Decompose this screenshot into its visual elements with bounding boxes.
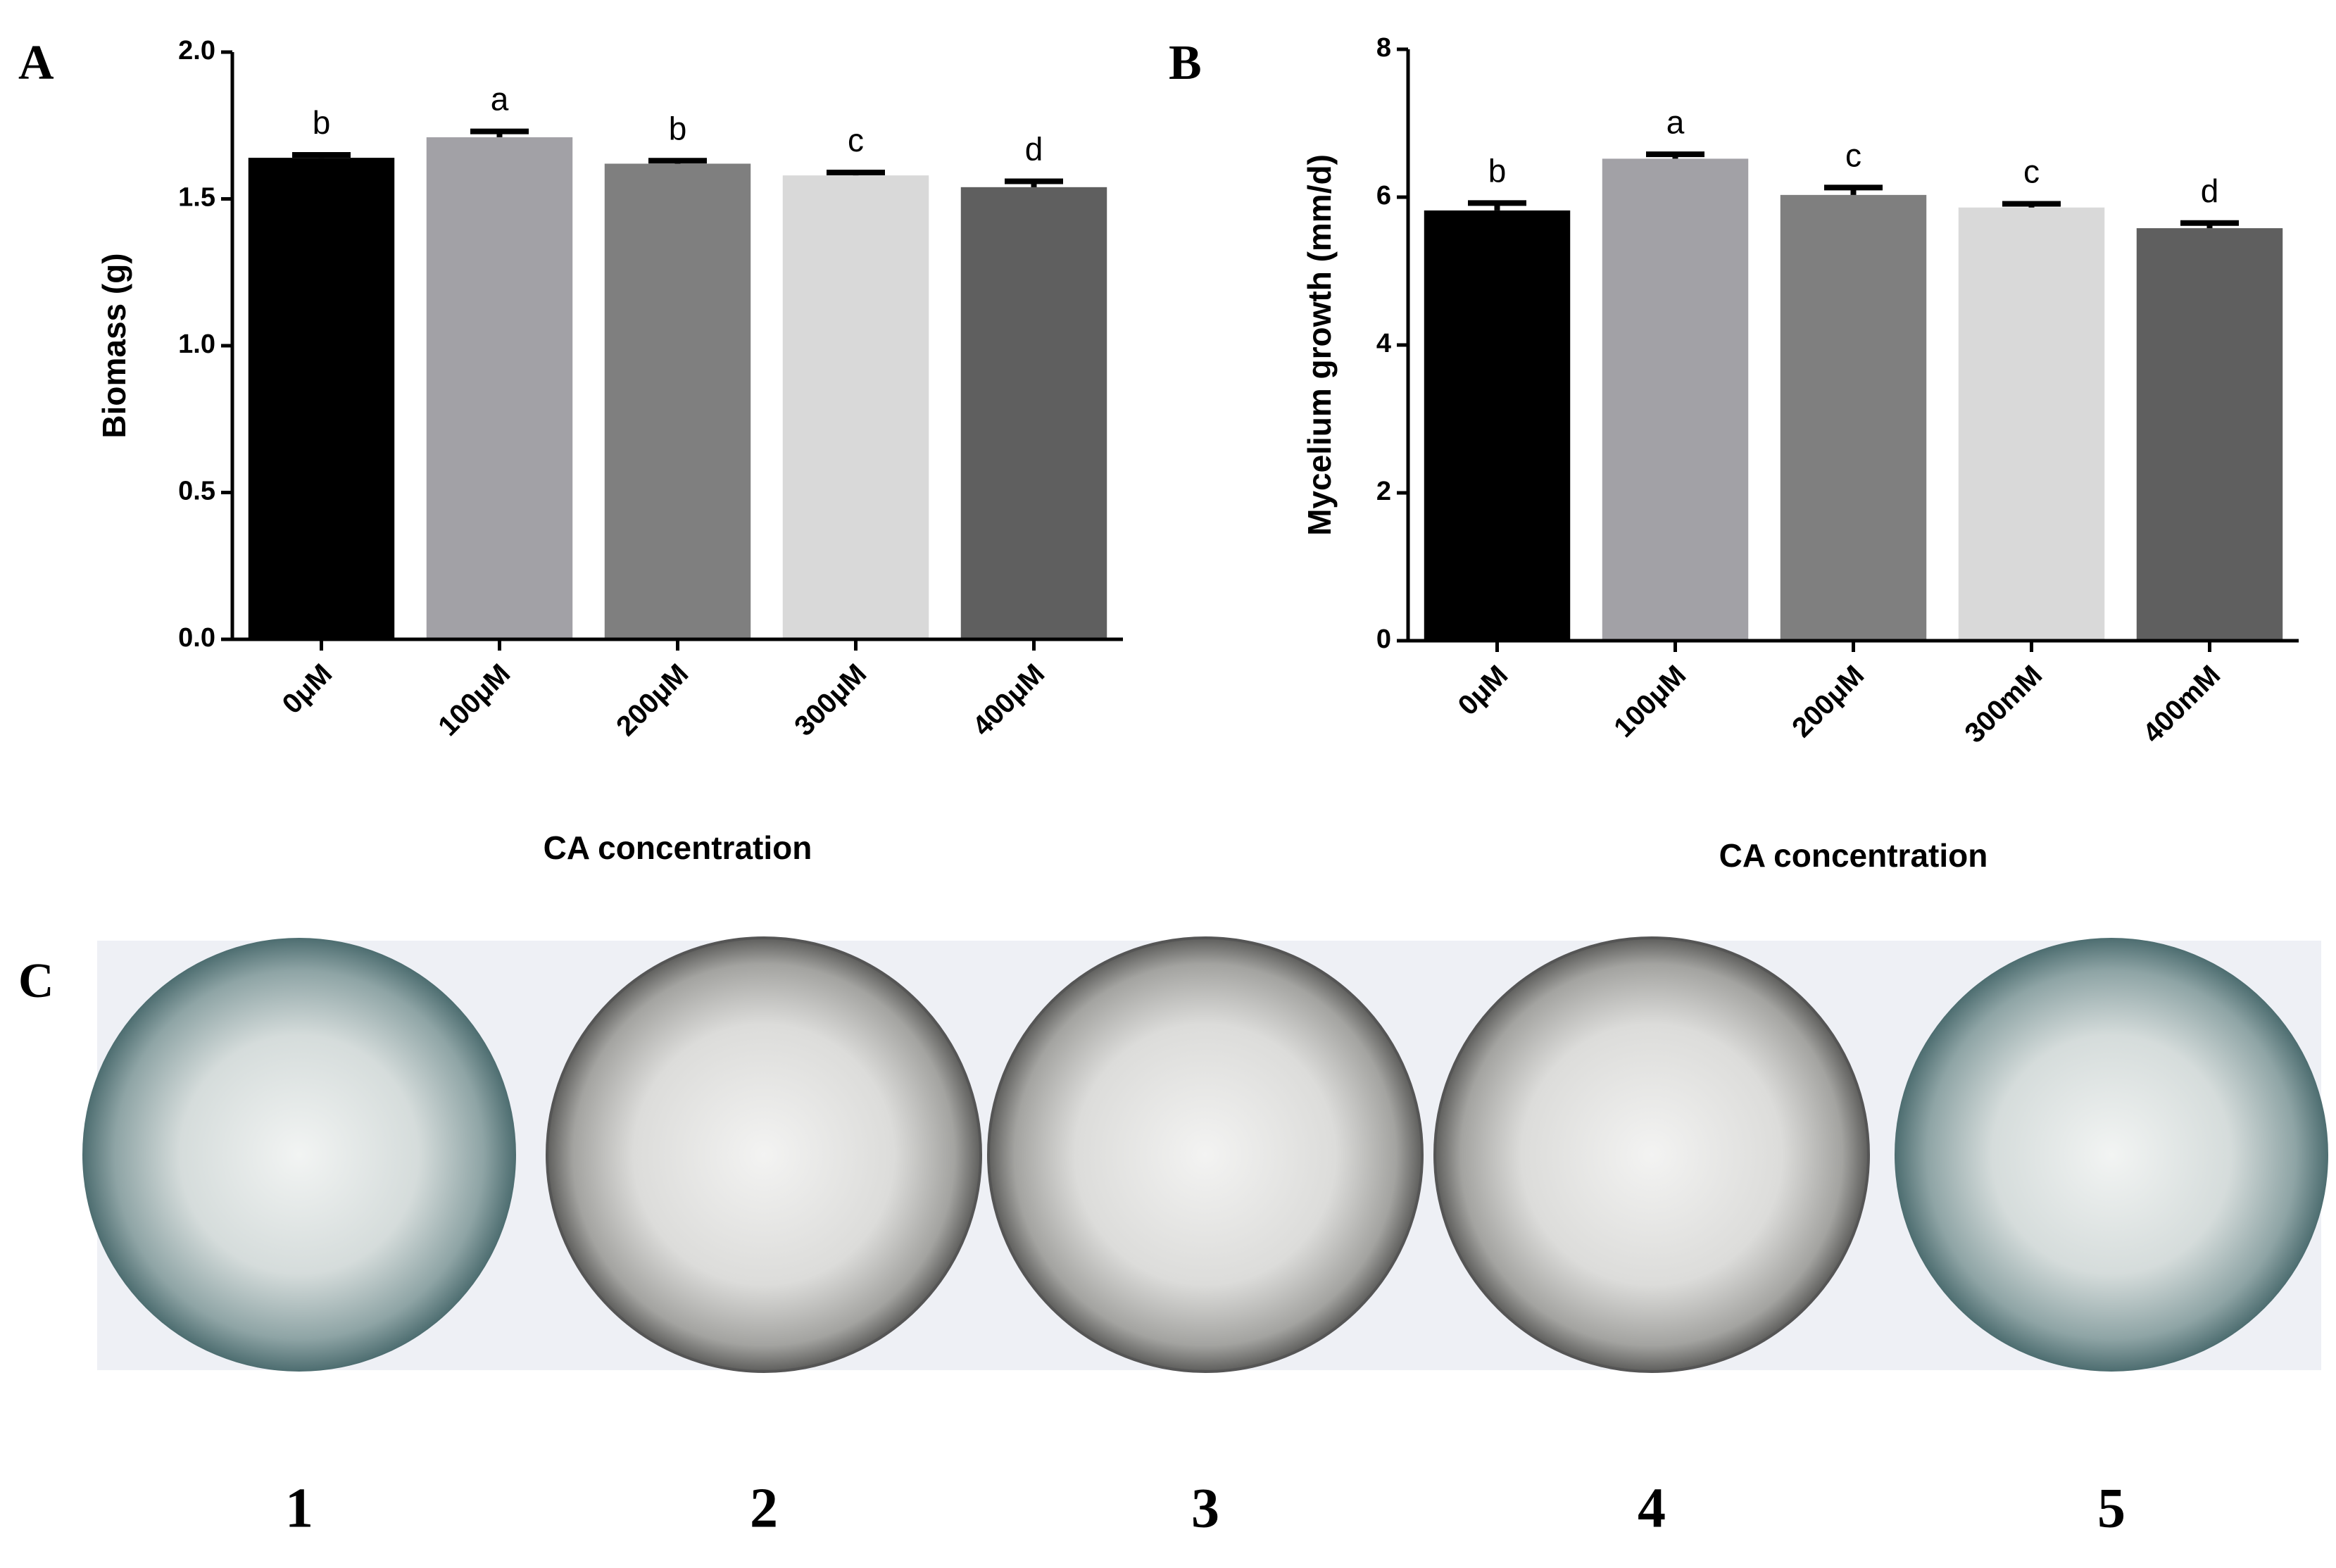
significance-letter: a: [1666, 104, 1685, 140]
bar: [1424, 210, 1571, 641]
significance-letter: b: [669, 110, 687, 146]
significance-letter: c: [2023, 153, 2040, 190]
x-tick-label: 100μM: [432, 658, 516, 742]
significance-letter: b: [313, 104, 331, 141]
y-tick-label: 0: [1376, 625, 1391, 654]
error-bar: [470, 128, 529, 137]
x-axis-title: CA concentration: [544, 829, 812, 866]
plate: [1433, 936, 1870, 1373]
x-tick-label: 200μM: [1786, 660, 1870, 744]
x-tick-label: 300mM: [1959, 660, 2048, 749]
plate: [82, 938, 516, 1372]
significance-letter: a: [491, 81, 509, 118]
y-tick-label: 0.5: [178, 477, 215, 506]
significance-letter: c: [1845, 137, 1861, 174]
bar: [960, 187, 1107, 639]
panel-label: A: [18, 36, 54, 90]
y-axis-title: Biomass (g): [96, 253, 132, 438]
x-tick-label: 200μM: [610, 658, 694, 742]
bar: [1780, 194, 1927, 641]
plate: [546, 936, 982, 1373]
bar: [2136, 228, 2283, 641]
y-tick-label: 4: [1376, 329, 1391, 358]
y-tick-label: 2: [1376, 477, 1391, 506]
bar: [604, 163, 751, 639]
significance-letter: b: [1488, 153, 1507, 189]
bar: [1958, 207, 2105, 641]
axes: [1406, 49, 2299, 643]
significance-letter: d: [2201, 173, 2219, 209]
y-tick-label: 1.0: [178, 330, 215, 359]
plate-number: 1: [285, 1477, 313, 1539]
y-axis-title: Mycelium growth (mm/d): [1301, 154, 1338, 536]
plates: [82, 936, 2328, 1373]
x-tick-label: 400mM: [2137, 660, 2226, 749]
y-tick-label: 6: [1376, 181, 1391, 211]
x-tick-label: 0μM: [277, 658, 339, 720]
error-bar: [1005, 178, 1063, 187]
plate: [987, 936, 1424, 1373]
bar: [1602, 158, 1749, 641]
x-tick-label: 0μM: [1452, 660, 1514, 722]
x-tick-label: 100μM: [1608, 660, 1692, 744]
y-tick-label: 2.0: [178, 36, 215, 65]
bar: [248, 158, 395, 639]
y-tick-label: 8: [1376, 33, 1391, 63]
panel-label: B: [1169, 36, 1202, 90]
bar: [782, 175, 929, 639]
bar: [426, 137, 573, 639]
y-tick-label: 1.5: [178, 183, 215, 213]
error-bar: [2002, 201, 2061, 208]
panel-label: C: [18, 954, 54, 1008]
error-bar: [292, 151, 351, 158]
plate-number: 3: [1191, 1477, 1219, 1539]
significance-letter: d: [1025, 131, 1043, 168]
x-tick-label: 300μM: [789, 658, 872, 742]
x-tick-label: 400μM: [967, 658, 1050, 742]
error-bar: [1468, 200, 1526, 211]
error-bar: [1646, 151, 1704, 159]
plate-number: 4: [1638, 1477, 1666, 1539]
axes: [230, 52, 1123, 641]
error-bar: [1824, 184, 1883, 195]
error-bar: [827, 169, 885, 176]
plate-number: 2: [750, 1477, 778, 1539]
x-axis-title: CA concentration: [1719, 837, 1988, 874]
plate-number: 5: [2097, 1477, 2125, 1539]
error-bar: [648, 158, 707, 164]
plate: [1895, 938, 2328, 1372]
error-bar: [2180, 220, 2239, 229]
y-tick-label: 0.0: [178, 623, 215, 653]
significance-letter: c: [848, 122, 864, 158]
